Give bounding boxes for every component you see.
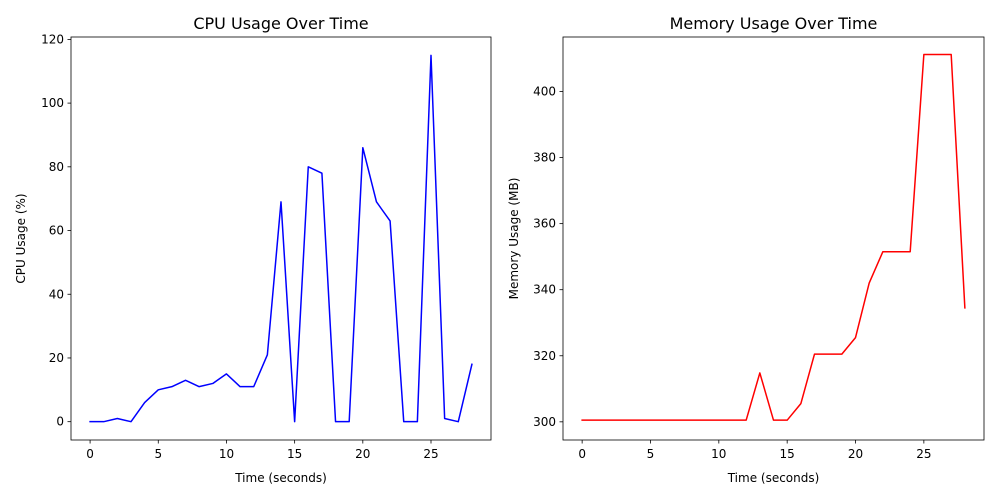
memory-y-tick-label: 360	[533, 217, 556, 231]
cpu-x-tick-label: 0	[86, 447, 94, 461]
memory-y-tick-label: 320	[533, 349, 556, 363]
cpu-y-tick-label: 40	[49, 287, 64, 301]
cpu-series-line	[89, 54, 473, 423]
memory-x-tick-label: 25	[916, 447, 931, 461]
memory-x-tick-label: 0	[578, 447, 586, 461]
cpu-y-tick-label: 20	[49, 351, 64, 365]
cpu-x-tick-label: 25	[423, 447, 438, 461]
memory-y-tick-label: 340	[533, 283, 556, 297]
cpu-x-axis-label: Time (seconds)	[234, 471, 327, 485]
memory-chart: 0 5 10 15 20 25 300 320 340 360 380 400 Memory Usage…	[507, 14, 985, 485]
cpu-x-tick-label: 15	[287, 447, 302, 461]
memory-chart-title: Memory Usage Over Time	[670, 14, 878, 33]
cpu-y-axis-label: CPU Usage (%)	[14, 193, 28, 283]
memory-plot-frame	[562, 36, 985, 441]
cpu-y-tick-label: 80	[49, 160, 64, 174]
memory-y-tick-label: 300	[533, 415, 556, 429]
memory-series-line	[581, 53, 966, 421]
cpu-chart: 0 5 10 15 20 25 0 20 40 60 80 100 120 CPU Usage Over …	[14, 14, 492, 485]
cpu-chart-title: CPU Usage Over Time	[193, 14, 368, 33]
cpu-y-tick-label: 100	[41, 96, 64, 110]
cpu-x-tick-label: 5	[154, 447, 162, 461]
cpu-y-tick-label: 120	[41, 32, 64, 46]
memory-y-tick-label: 400	[533, 85, 556, 99]
cpu-plot-frame	[70, 36, 492, 441]
memory-x-tick-label: 10	[711, 447, 726, 461]
cpu-x-tick-label: 10	[219, 447, 234, 461]
memory-x-tick-label: 20	[848, 447, 863, 461]
memory-y-axis-label: Memory Usage (MB)	[507, 178, 521, 300]
cpu-y-tick-label: 0	[56, 415, 64, 429]
cpu-y-tick-label: 60	[49, 224, 64, 238]
memory-x-tick-label: 5	[647, 447, 655, 461]
memory-y-tick-label: 380	[533, 151, 556, 165]
cpu-x-tick-label: 20	[355, 447, 370, 461]
memory-x-tick-label: 15	[780, 447, 795, 461]
memory-x-axis-label: Time (seconds)	[727, 471, 820, 485]
